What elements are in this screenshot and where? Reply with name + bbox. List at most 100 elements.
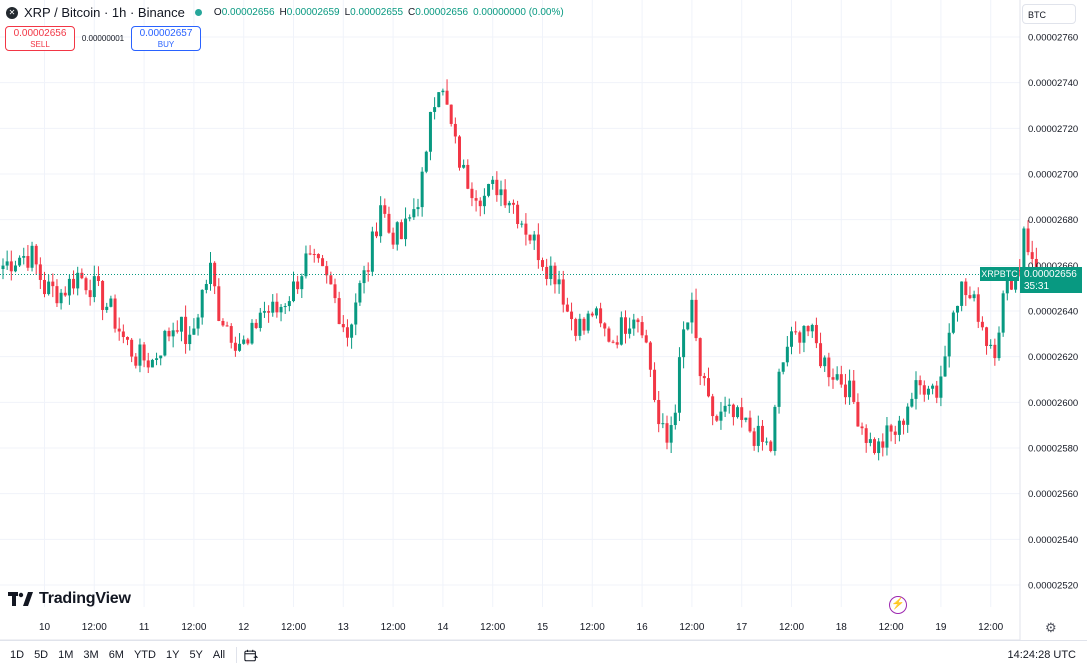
candle-body xyxy=(366,270,370,272)
candle-body xyxy=(931,385,935,389)
range-1y[interactable]: 1Y xyxy=(165,649,180,661)
candle-body xyxy=(615,342,619,345)
candle-body xyxy=(993,344,997,359)
candle-body xyxy=(980,321,984,328)
candle-body xyxy=(964,281,968,296)
candle-body xyxy=(51,281,55,287)
candle-body xyxy=(644,335,648,343)
candle-body xyxy=(794,331,798,333)
candle-body xyxy=(325,266,329,276)
range-3m[interactable]: 3M xyxy=(83,649,99,661)
candle-body xyxy=(499,189,503,196)
candle-body xyxy=(84,278,88,291)
candle-body xyxy=(13,265,17,272)
candle-body xyxy=(478,200,482,207)
lightning-icon[interactable]: ⚡ xyxy=(889,596,907,614)
candle-body xyxy=(179,316,183,332)
symbol-legend: ✕ XRP / Bitcoin · 1h · Binance O0.000026… xyxy=(6,5,564,20)
time-tick-label: 12:00 xyxy=(82,622,107,633)
price-tick-label: 0.00002700 xyxy=(1028,170,1078,181)
candle-body xyxy=(578,318,582,336)
sell-button[interactable]: 0.00002656 SELL xyxy=(5,26,75,51)
candle-body xyxy=(503,189,507,206)
candle-body xyxy=(619,317,623,345)
candle-body xyxy=(354,302,358,325)
candle-body xyxy=(117,328,121,332)
price-tick-label: 0.00002600 xyxy=(1028,398,1078,409)
candlestick-chart[interactable]: 0.00002760 0.00002740 0.00002720 0.00002700… xyxy=(0,0,1087,640)
candle-body xyxy=(864,428,868,443)
time-axis[interactable]: 10 12:00 11 12:00 12 12:00 13 12:00 14 12:00 15 12:… xyxy=(39,622,1004,633)
candle-body xyxy=(458,136,461,168)
range-6m[interactable]: 6M xyxy=(108,649,124,661)
price-tick-label: 0.00002640 xyxy=(1028,307,1078,318)
current-price-tag: 0.00002656 35:31 xyxy=(1020,267,1082,293)
candle-body xyxy=(408,217,412,219)
symbol-title[interactable]: XRP / Bitcoin · 1h · Binance xyxy=(24,5,185,20)
range-5y[interactable]: 5Y xyxy=(189,649,203,661)
range-all[interactable]: All xyxy=(212,649,226,661)
candle-body xyxy=(985,327,989,346)
price-tick-label: 0.00002680 xyxy=(1028,215,1078,226)
candle-body xyxy=(196,317,200,329)
buy-button[interactable]: 0.00002657 BUY xyxy=(131,26,201,51)
range-1m[interactable]: 1M xyxy=(58,649,74,661)
candle-body xyxy=(155,358,159,360)
candle-body xyxy=(345,327,349,338)
utc-clock[interactable]: 14:24:28 UTC xyxy=(1007,649,1076,661)
candle-body xyxy=(250,322,254,344)
candle-body xyxy=(711,396,715,417)
market-open-dot-icon xyxy=(194,9,202,16)
candle-body xyxy=(885,425,889,448)
candle-body xyxy=(204,284,208,290)
time-tick-label: 12:00 xyxy=(679,622,704,633)
candle-body xyxy=(296,281,300,290)
candle-body xyxy=(694,299,698,339)
candle-body xyxy=(491,179,495,184)
candle-body xyxy=(1022,228,1026,272)
candle-body xyxy=(379,205,383,237)
candle-body xyxy=(574,319,578,336)
price-tick-label: 0.00002520 xyxy=(1028,581,1078,592)
candle-body xyxy=(628,328,632,334)
gear-icon[interactable]: ⚙ xyxy=(1045,620,1057,635)
price-axis[interactable]: 0.00002760 0.00002740 0.00002720 0.00002700… xyxy=(1028,33,1078,592)
candle-body xyxy=(441,90,445,93)
calendar-icon[interactable] xyxy=(244,649,259,662)
candle-body xyxy=(665,423,669,443)
candle-body xyxy=(482,195,486,207)
candle-body xyxy=(375,231,378,237)
tradingview-logo[interactable]: TradingView xyxy=(8,590,131,608)
candle-body xyxy=(341,324,345,328)
candle-body xyxy=(262,311,266,313)
candle-body xyxy=(889,425,893,432)
range-1d[interactable]: 1D xyxy=(10,649,25,661)
candle-body xyxy=(806,326,810,332)
candle-body xyxy=(760,425,764,442)
candle-body xyxy=(267,311,271,313)
candle-body xyxy=(545,266,549,280)
candle-body xyxy=(329,275,333,285)
candle-body xyxy=(740,407,744,420)
candle-body xyxy=(18,257,22,266)
candle-body xyxy=(549,265,553,280)
candle-body xyxy=(910,398,914,407)
candle-body xyxy=(487,183,491,196)
candle-body xyxy=(702,376,706,379)
currency-selector[interactable]: BTC xyxy=(1022,4,1076,24)
time-tick-label: 16 xyxy=(637,622,649,633)
candle-body xyxy=(707,378,710,397)
candle-body xyxy=(333,284,337,299)
candle-body xyxy=(777,371,781,407)
range-5d[interactable]: 5D xyxy=(34,649,49,661)
candle-body xyxy=(557,279,561,285)
candle-body xyxy=(229,326,233,343)
candle-body xyxy=(38,264,42,280)
candle-body xyxy=(752,431,756,446)
time-tick-label: 19 xyxy=(935,622,947,633)
candle-body xyxy=(599,308,603,324)
range-ytd[interactable]: YTD xyxy=(133,649,156,661)
candle-body xyxy=(175,330,179,332)
candle-body xyxy=(113,298,117,329)
candle-body xyxy=(283,306,287,308)
